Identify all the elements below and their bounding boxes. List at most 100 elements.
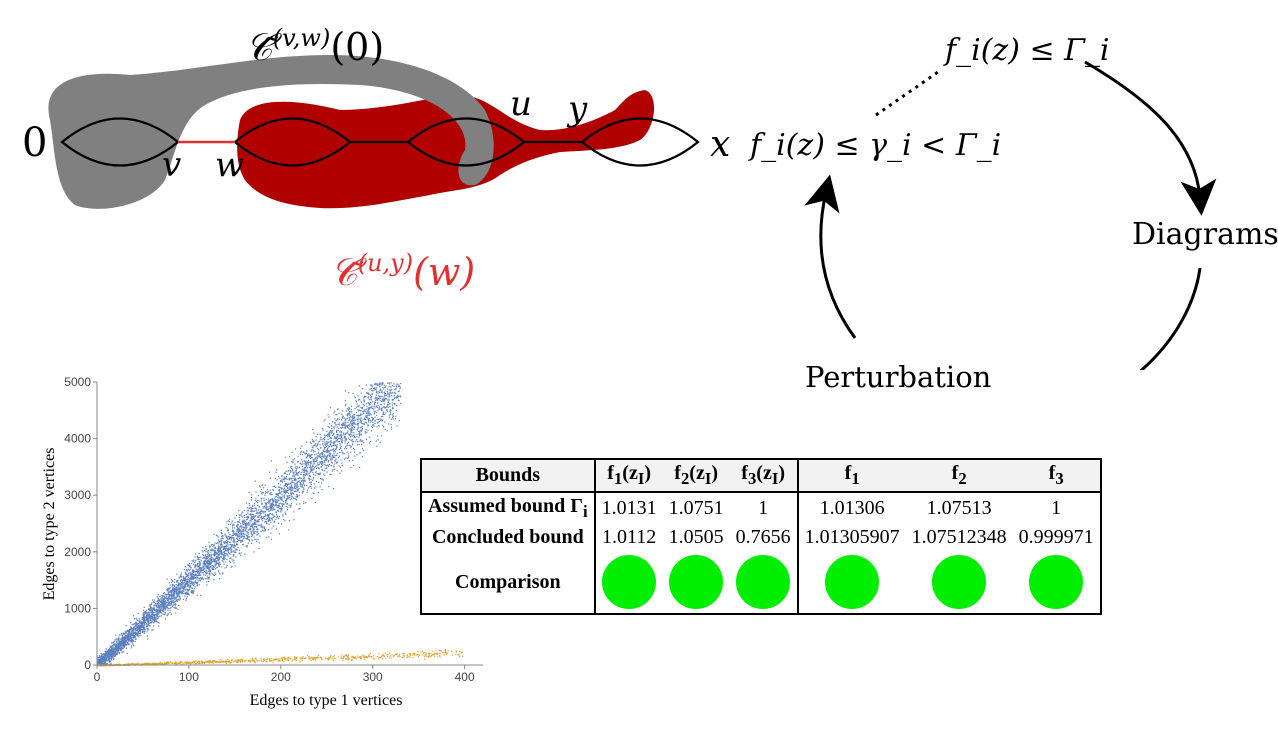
scatter-point — [263, 507, 265, 509]
scatter-point — [174, 578, 176, 581]
scatter-point — [312, 467, 314, 469]
scatter-point — [141, 621, 143, 623]
scatter-point — [277, 493, 279, 495]
scatter-point — [369, 440, 372, 443]
scatter-point — [398, 385, 400, 387]
scatter-point — [231, 525, 234, 527]
scatter-point — [384, 400, 386, 402]
scatter-point — [354, 448, 356, 451]
scatter-point — [380, 382, 382, 384]
scatter-point — [226, 539, 228, 542]
scatter-point — [167, 590, 169, 592]
scatter-point — [327, 426, 329, 428]
scatter-point — [251, 524, 253, 526]
scatter-point — [143, 628, 145, 630]
scatter-point — [354, 436, 356, 439]
scatter-point — [315, 470, 317, 473]
scatter-point — [313, 478, 315, 480]
scatter-point — [191, 582, 193, 585]
scatter-point — [118, 636, 120, 638]
scatter-point — [184, 595, 186, 597]
arrow-to-bound — [804, 174, 857, 339]
scatter-point — [278, 489, 280, 491]
scatter-point — [384, 387, 386, 389]
scatter-point — [317, 464, 320, 466]
scatter-point — [141, 628, 144, 631]
scatter-point — [206, 561, 208, 563]
scatter-point — [98, 660, 100, 662]
scatter-point — [221, 543, 223, 546]
scatter-point — [237, 524, 239, 526]
scatter-point — [251, 533, 254, 536]
scatter-point — [276, 469, 278, 471]
scatter-point — [367, 424, 369, 427]
scatter-point — [158, 607, 161, 609]
scatter-point — [163, 610, 165, 612]
scatter-point — [257, 512, 259, 514]
scatter-point — [278, 515, 280, 518]
scatter-point — [173, 594, 176, 596]
scatter-point — [257, 532, 259, 535]
scatter-point — [237, 536, 239, 538]
scatter-point — [143, 619, 146, 621]
scatter-point — [270, 532, 272, 534]
scatter-point — [291, 466, 293, 468]
scatter-point — [235, 514, 238, 517]
scatter-point — [98, 658, 100, 660]
scatter-point — [309, 476, 311, 478]
scatter-point — [286, 483, 289, 485]
scatter-point — [294, 448, 297, 450]
scatter-point — [313, 469, 315, 471]
scatter-point — [376, 418, 378, 420]
scatter-point — [374, 410, 376, 412]
scatter-point — [267, 490, 269, 493]
scatter-point — [106, 660, 108, 662]
scatter-point — [366, 405, 368, 408]
scatter-point — [357, 420, 359, 422]
scatter-point — [192, 569, 195, 571]
scatter-point — [263, 517, 265, 519]
scatter-point — [160, 604, 162, 606]
scatter-point — [105, 659, 107, 662]
scatter-point — [381, 407, 383, 409]
scatter-point — [228, 549, 231, 551]
scatter-point — [167, 587, 169, 590]
scatter-point — [286, 478, 288, 480]
scatter-point — [274, 477, 277, 479]
scatter-point — [186, 588, 188, 590]
scatter-point — [117, 650, 119, 652]
scatter-point — [320, 453, 322, 455]
scatter-point — [267, 519, 269, 521]
scatter-point — [288, 520, 290, 522]
scatter-point — [280, 487, 282, 489]
scatter-point — [387, 388, 389, 390]
scatter-point — [165, 594, 167, 596]
scatter-point — [182, 575, 185, 577]
scatter-point — [374, 422, 376, 425]
scatter-point — [356, 423, 359, 425]
scatter-point — [101, 659, 103, 662]
scatter-point — [221, 535, 223, 537]
scatter-point — [222, 538, 224, 540]
scatter-point — [248, 507, 250, 509]
scatter-point — [190, 567, 192, 569]
scatter-point — [171, 600, 173, 603]
scatter-point — [186, 574, 188, 576]
scatter-point — [329, 434, 331, 436]
scatter-point — [191, 571, 194, 573]
scatter-point — [173, 584, 176, 586]
scatter-point — [340, 431, 343, 433]
scatter-point — [270, 494, 272, 496]
scatter-point — [359, 438, 362, 441]
scatter-point — [204, 578, 206, 580]
scatter-point — [357, 399, 359, 401]
scatter-point — [337, 423, 339, 426]
scatter-point — [188, 572, 190, 574]
scatter-point — [217, 541, 219, 543]
scatter-point — [302, 481, 305, 484]
scatter-point — [167, 600, 169, 602]
cycle-right-label: Diagrams — [1132, 217, 1278, 252]
scatter-point — [110, 657, 112, 659]
scatter-point — [311, 449, 313, 451]
scatter-point — [382, 412, 385, 414]
